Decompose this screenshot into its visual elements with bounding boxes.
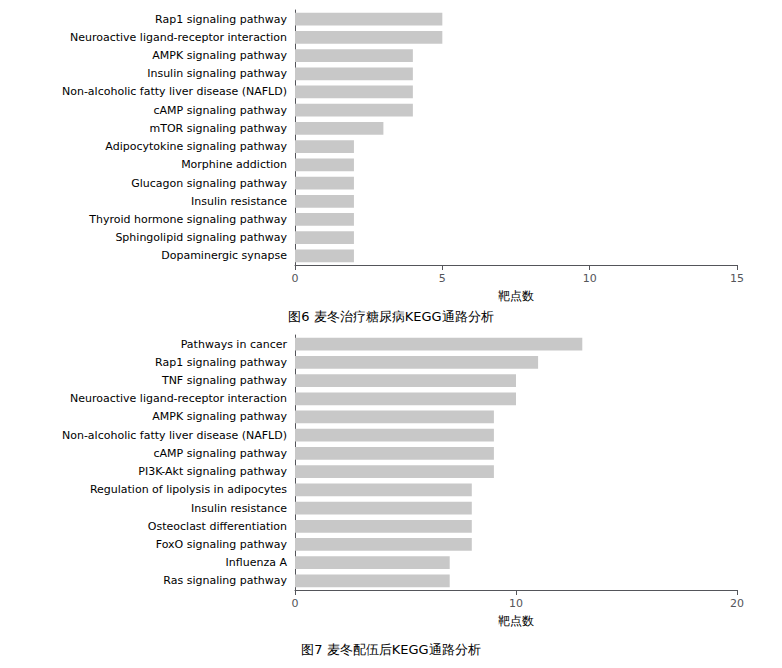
- svg-text:图7 麦冬配伍后KEGG通路分析: 图7 麦冬配伍后KEGG通路分析: [301, 642, 480, 657]
- svg-text:靶点数: 靶点数: [498, 289, 534, 303]
- svg-text:cAMP signaling pathway: cAMP signaling pathway: [154, 104, 288, 117]
- svg-text:0: 0: [292, 272, 299, 285]
- svg-text:Dopaminergic synapse: Dopaminergic synapse: [161, 249, 287, 262]
- svg-text:Sphingolipid signaling pathway: Sphingolipid signaling pathway: [115, 231, 287, 244]
- svg-text:mTOR signaling pathway: mTOR signaling pathway: [149, 122, 287, 135]
- svg-text:10: 10: [583, 272, 597, 285]
- svg-text:Insulin signaling pathway: Insulin signaling pathway: [147, 67, 287, 80]
- svg-text:Ras signaling pathway: Ras signaling pathway: [163, 574, 287, 587]
- svg-text:Morphine addiction: Morphine addiction: [181, 158, 287, 171]
- svg-text:Neuroactive ligand-receptor in: Neuroactive ligand-receptor interaction: [70, 392, 287, 405]
- svg-text:cAMP signaling pathway: cAMP signaling pathway: [154, 447, 288, 460]
- svg-text:AMPK signaling pathway: AMPK signaling pathway: [152, 49, 287, 62]
- svg-text:Non-alcoholic fatty liver dise: Non-alcoholic fatty liver disease (NAFLD…: [62, 85, 287, 98]
- svg-text:Rap1 signaling pathway: Rap1 signaling pathway: [155, 13, 287, 26]
- svg-text:Non-alcoholic fatty liver dise: Non-alcoholic fatty liver disease (NAFLD…: [62, 429, 287, 442]
- svg-text:0: 0: [292, 597, 299, 610]
- svg-text:Adipocytokine signaling pathwa: Adipocytokine signaling pathway: [105, 140, 287, 153]
- svg-text:图6 麦冬治疗糖尿病KEGG通路分析: 图6 麦冬治疗糖尿病KEGG通路分析: [288, 309, 493, 324]
- svg-text:10: 10: [509, 597, 523, 610]
- svg-text:Osteoclast differentiation: Osteoclast differentiation: [148, 520, 287, 533]
- svg-text:Rap1 signaling pathway: Rap1 signaling pathway: [155, 356, 287, 369]
- svg-text:Thyroid hormone signaling path: Thyroid hormone signaling pathway: [88, 213, 287, 226]
- svg-text:20: 20: [730, 597, 744, 610]
- svg-text:Pathways in cancer: Pathways in cancer: [181, 338, 288, 351]
- svg-text:15: 15: [730, 272, 744, 285]
- svg-text:PI3K-Akt signaling pathway: PI3K-Akt signaling pathway: [138, 465, 287, 478]
- svg-text:靶点数: 靶点数: [498, 614, 534, 628]
- svg-text:Insulin resistance: Insulin resistance: [191, 195, 287, 208]
- svg-text:5: 5: [439, 272, 446, 285]
- svg-text:Glucagon signaling pathway: Glucagon signaling pathway: [131, 177, 287, 190]
- svg-text:TNF signaling pathway: TNF signaling pathway: [161, 374, 288, 387]
- svg-text:AMPK signaling pathway: AMPK signaling pathway: [152, 410, 287, 423]
- svg-text:Regulation of lipolysis in adi: Regulation of lipolysis in adipocytes: [90, 483, 287, 496]
- svg-text:Influenza A: Influenza A: [226, 556, 288, 569]
- svg-text:Neuroactive ligand-receptor in: Neuroactive ligand-receptor interaction: [70, 31, 287, 44]
- svg-text:Insulin resistance: Insulin resistance: [191, 502, 287, 515]
- svg-text:FoxO signaling pathway: FoxO signaling pathway: [156, 538, 288, 551]
